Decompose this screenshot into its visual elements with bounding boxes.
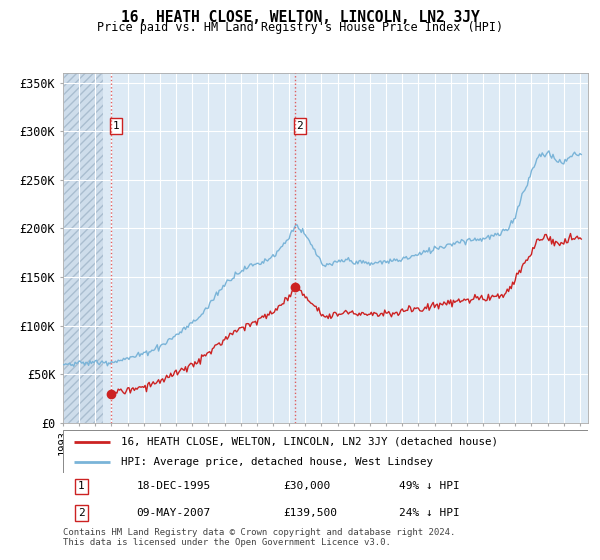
Text: £30,000: £30,000 [284,482,331,492]
Text: 49% ↓ HPI: 49% ↓ HPI [399,482,460,492]
Text: 1: 1 [112,122,119,131]
Text: 09-MAY-2007: 09-MAY-2007 [137,508,211,518]
Text: 2: 2 [296,122,303,131]
Text: 1: 1 [78,482,85,492]
Bar [63,73,103,423]
Text: 24% ↓ HPI: 24% ↓ HPI [399,508,460,518]
Text: £139,500: £139,500 [284,508,337,518]
Text: Price paid vs. HM Land Registry's House Price Index (HPI): Price paid vs. HM Land Registry's House … [97,21,503,34]
Text: HPI: Average price, detached house, West Lindsey: HPI: Average price, detached house, West… [121,458,433,467]
Text: Contains HM Land Registry data © Crown copyright and database right 2024.
This d: Contains HM Land Registry data © Crown c… [63,528,455,547]
Text: 2: 2 [78,508,85,518]
Text: 18-DEC-1995: 18-DEC-1995 [137,482,211,492]
Text: 16, HEATH CLOSE, WELTON, LINCOLN, LN2 3JY (detached house): 16, HEATH CLOSE, WELTON, LINCOLN, LN2 3J… [121,437,498,447]
Text: 16, HEATH CLOSE, WELTON, LINCOLN, LN2 3JY: 16, HEATH CLOSE, WELTON, LINCOLN, LN2 3J… [121,10,479,25]
